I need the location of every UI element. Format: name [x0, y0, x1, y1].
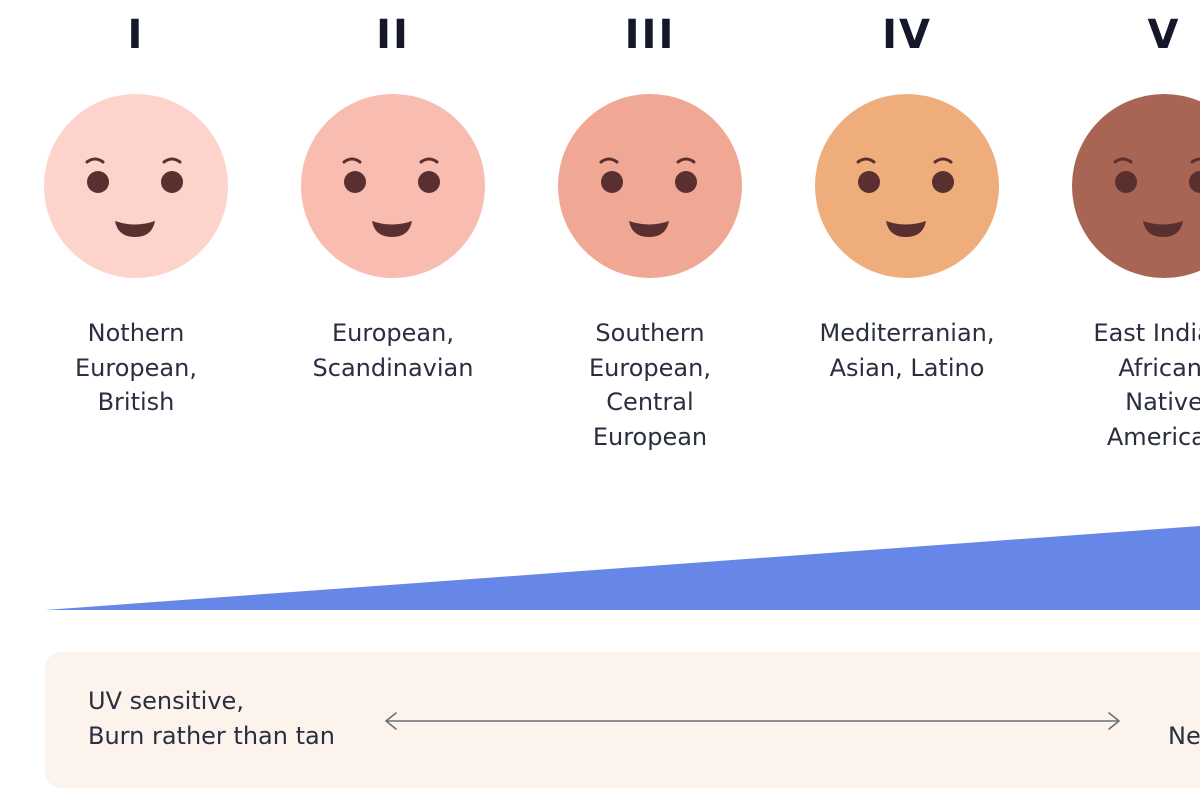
- skin-type-label: Mediterranian, Asian, Latino: [819, 319, 995, 382]
- skin-type-column: V East Indian, African, Native American: [1034, 0, 1200, 470]
- skin-type-numeral: II: [376, 12, 410, 58]
- skin-type-label: Southern European, Central European: [589, 319, 711, 451]
- skin-type-column: III Southern European, Central European: [520, 0, 780, 470]
- smiley-face-icon: [815, 94, 999, 278]
- skin-type-label: East Indian, African, Native American: [1093, 319, 1200, 451]
- skin-type-column: I Nothern European, British: [6, 0, 266, 470]
- wedge-shape: [45, 526, 1200, 610]
- double-arrow-icon: [385, 712, 1120, 730]
- skin-type-label: Nothern European, British: [75, 319, 197, 416]
- skin-type-numeral: III: [624, 12, 676, 58]
- skin-type-numeral: V: [1147, 12, 1181, 58]
- never-burn-text: Never burn: [1168, 722, 1200, 750]
- skin-type-column: IV Mediterranian, Asian, Latino: [777, 0, 1037, 470]
- skin-type-numeral: IV: [882, 12, 932, 58]
- smiley-face-icon: [44, 94, 228, 278]
- skin-type-numeral: I: [127, 12, 145, 58]
- skin-type-column: II European, Scandinavian: [263, 0, 523, 470]
- uv-sensitivity-panel: [45, 652, 1200, 788]
- skin-type-label: European, Scandinavian: [312, 319, 474, 382]
- uv-sensitive-text: UV sensitive, Burn rather than tan: [88, 687, 335, 750]
- smiley-face-icon: [558, 94, 742, 278]
- smiley-face-icon: [301, 94, 485, 278]
- uv-tolerance-wedge: [45, 526, 1200, 610]
- smiley-face-icon: [1072, 94, 1200, 278]
